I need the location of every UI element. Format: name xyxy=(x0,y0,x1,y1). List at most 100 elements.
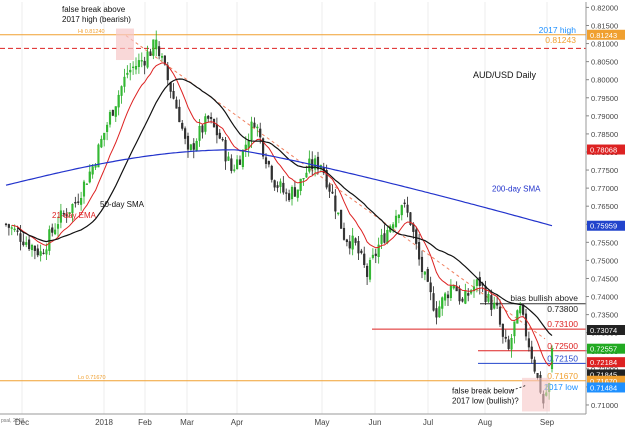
candle-body xyxy=(241,149,244,168)
candle-body xyxy=(420,256,424,272)
candle-body xyxy=(253,122,256,128)
candle-body xyxy=(227,156,230,161)
candle-body xyxy=(432,293,435,311)
candle-body xyxy=(189,144,192,150)
candle-body xyxy=(524,313,528,337)
candle-body xyxy=(25,242,28,245)
y-tick-label: 0.81000 xyxy=(591,40,618,49)
y-tick-label: 0.78500 xyxy=(591,130,618,139)
candle-body xyxy=(337,212,340,215)
candle-body xyxy=(201,125,204,133)
candle-body xyxy=(380,234,383,244)
candle-body xyxy=(181,122,184,129)
candle-body xyxy=(33,245,36,251)
candle-body xyxy=(210,117,213,119)
axis-tag-text: 0.71670 xyxy=(590,377,617,386)
y-tick-label: 0.75500 xyxy=(591,238,618,247)
candle-body xyxy=(16,230,19,232)
axis-tag-bg xyxy=(587,144,625,155)
candle-body xyxy=(30,244,34,251)
candle-body xyxy=(262,138,265,157)
annotation-box-bottom xyxy=(522,377,550,412)
candle-body xyxy=(357,241,360,254)
candle-body xyxy=(397,214,400,219)
candle-body xyxy=(296,189,299,198)
level-value-725: 0.72500 xyxy=(547,341,578,351)
candle-body xyxy=(299,178,302,191)
candle-body xyxy=(4,223,8,225)
candle-body xyxy=(158,46,161,56)
level-left-note: Lo 0.71670 xyxy=(78,375,106,381)
axis: Dec 2018 Feb Mar Apr May Jun Jul Aug Sep 0.82000 0.… xyxy=(0,2,625,427)
candle-body xyxy=(487,294,490,302)
candle-body xyxy=(484,285,487,303)
axis-tag-text: 0.81243 xyxy=(590,31,617,40)
candle-body xyxy=(259,128,262,138)
candle-body xyxy=(331,191,334,194)
candle-body xyxy=(88,171,91,183)
candle-body xyxy=(42,252,45,254)
series-label-sma200: 200-day SMA xyxy=(492,185,541,194)
candle-body xyxy=(475,279,478,286)
candle-body xyxy=(516,310,519,324)
candle-body xyxy=(533,359,536,372)
candle-body xyxy=(77,201,80,203)
candle-body xyxy=(36,248,39,256)
candle-body xyxy=(178,106,181,123)
candle-body xyxy=(97,144,100,168)
candle-body xyxy=(406,204,409,213)
candle-body xyxy=(288,193,291,201)
candle-body xyxy=(498,306,502,325)
candle-body xyxy=(236,159,239,170)
x-tick-label: Jun xyxy=(369,418,382,427)
candle-body xyxy=(45,249,48,255)
ema21-line xyxy=(11,62,553,367)
candle-body xyxy=(345,239,348,243)
candle-body xyxy=(106,124,109,132)
candle-body xyxy=(146,51,149,68)
candle-body xyxy=(383,233,386,243)
axis-tag-bg xyxy=(587,357,625,368)
candle-body xyxy=(51,227,54,233)
candle-body xyxy=(129,69,132,73)
candle-body xyxy=(400,205,403,216)
candle-body xyxy=(354,238,357,243)
level-label-bias: bias bullish above xyxy=(510,293,578,303)
candles xyxy=(4,30,554,409)
y-tick-label: 0.72000 xyxy=(591,365,618,374)
candle-body xyxy=(507,339,510,349)
series-label-sma50: 50-day SMA xyxy=(100,200,145,209)
axis-tag-bg xyxy=(587,343,625,354)
axis-tag-text: 0.71845 xyxy=(590,370,617,379)
candle-body xyxy=(48,229,51,251)
candle-body xyxy=(351,235,354,250)
candle-body xyxy=(166,65,169,81)
candle-body xyxy=(85,183,88,185)
y-tick-label: 0.75000 xyxy=(591,256,618,265)
candle-body xyxy=(449,285,452,299)
candle-body xyxy=(348,241,351,249)
candle-body xyxy=(464,291,467,304)
candle-body xyxy=(377,244,380,258)
candle-body xyxy=(519,306,522,314)
candle-body xyxy=(13,228,16,231)
candle-body xyxy=(360,250,363,253)
candle-body xyxy=(204,116,207,132)
y-tick-label: 0.74000 xyxy=(591,293,618,302)
candle-body xyxy=(316,156,320,170)
candle-body xyxy=(152,39,155,56)
candle-body xyxy=(238,159,242,165)
candle-body xyxy=(91,166,94,175)
candle-body xyxy=(250,121,253,140)
annotation-top-line2: 2017 high (bearish) xyxy=(62,15,131,24)
candle-body xyxy=(290,186,294,200)
candle-body xyxy=(435,308,438,318)
candle-body xyxy=(340,209,343,229)
candle-body xyxy=(117,94,120,108)
x-tick-label: Apr xyxy=(231,418,244,427)
candle-body xyxy=(82,181,86,197)
candle-body xyxy=(501,323,504,337)
